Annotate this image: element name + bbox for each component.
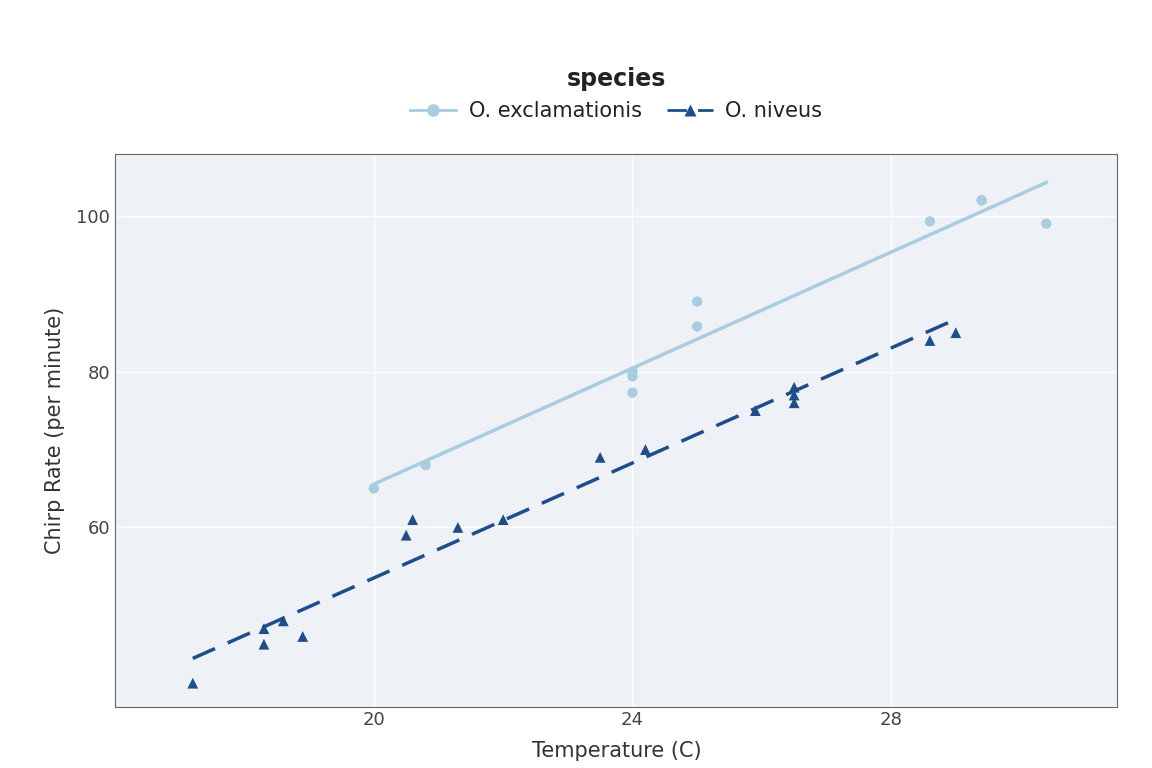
Point	[591, 451, 609, 463]
Point	[274, 614, 293, 627]
Point	[623, 370, 642, 382]
Point	[785, 381, 803, 393]
Point	[636, 443, 654, 455]
Y-axis label: Chirp Rate (per minute): Chirp Rate (per minute)	[45, 306, 66, 554]
X-axis label: Temperature (C): Temperature (C)	[531, 740, 702, 760]
Point	[416, 459, 434, 472]
Point	[403, 514, 422, 526]
Point	[365, 482, 384, 495]
Point	[623, 386, 642, 399]
Point	[785, 397, 803, 409]
Point	[688, 320, 706, 333]
Point	[746, 405, 765, 417]
Point	[972, 194, 991, 207]
Point	[623, 366, 642, 378]
Point	[294, 631, 312, 643]
Point	[448, 521, 467, 534]
Point	[920, 215, 939, 227]
Point	[920, 334, 939, 346]
Point	[947, 326, 965, 339]
Point	[255, 638, 273, 650]
Point	[688, 296, 706, 308]
Legend: O. exclamationis, O. niveus: O. exclamationis, O. niveus	[410, 67, 823, 121]
Point	[255, 623, 273, 635]
Point	[183, 677, 202, 690]
Point	[494, 514, 513, 526]
Point	[1037, 217, 1055, 230]
Point	[785, 389, 803, 401]
Point	[397, 529, 416, 541]
Point	[972, 194, 991, 207]
